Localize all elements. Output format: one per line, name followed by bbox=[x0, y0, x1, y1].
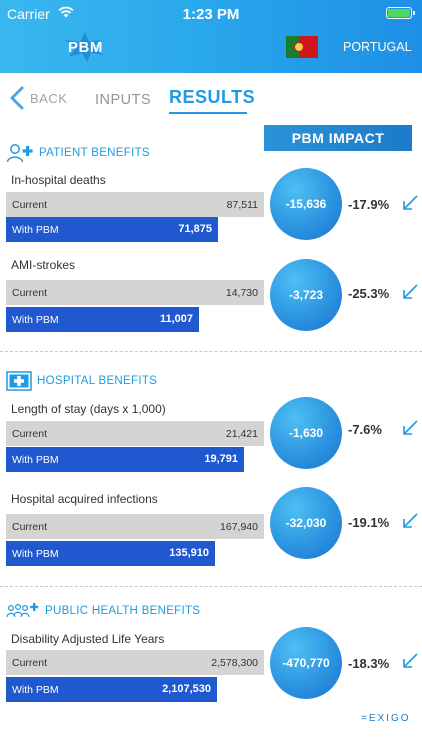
pbm-label: With PBM bbox=[12, 224, 59, 236]
section-divider bbox=[0, 351, 422, 352]
trend-down-arrow-icon bbox=[403, 513, 418, 528]
metric-label: Length of stay (days x 1,000) bbox=[11, 402, 166, 416]
metric-label: Disability Adjusted Life Years bbox=[11, 632, 165, 646]
tab-results[interactable]: RESULTS bbox=[169, 87, 256, 107]
pbm-value: 19,791 bbox=[204, 453, 238, 465]
logo-text: PBM bbox=[68, 39, 103, 56]
pbm-impact-header: PBM IMPACT bbox=[264, 125, 412, 151]
current-label: Current bbox=[12, 428, 48, 440]
trend-down-arrow-icon bbox=[403, 420, 418, 435]
app-header: Carrier 1:23 PM PBM PORTUGAL bbox=[0, 0, 422, 73]
section-divider bbox=[0, 586, 422, 587]
impact-percent: -19.1% bbox=[348, 515, 390, 530]
back-button[interactable]: BACK bbox=[10, 85, 67, 111]
pbm-value: 11,007 bbox=[159, 313, 193, 325]
active-tab-indicator bbox=[169, 112, 247, 114]
pbm-bar: With PBM 71,875 bbox=[6, 217, 218, 242]
hospital-benefits-header: HOSPITAL BENEFITS bbox=[6, 371, 157, 391]
current-bar: Current 167,940 bbox=[6, 514, 264, 539]
pbm-value: 2,107,530 bbox=[162, 683, 211, 695]
trend-down-arrow-icon bbox=[403, 195, 418, 210]
tab-inputs[interactable]: INPUTS bbox=[95, 92, 152, 108]
hospital-cross-icon bbox=[6, 371, 32, 391]
metric-label: In-hospital deaths bbox=[11, 173, 106, 187]
section-title: PUBLIC HEALTH BENEFITS bbox=[45, 605, 201, 617]
impact-circle: -470,770 bbox=[270, 627, 342, 699]
impact-percent: -7.6% bbox=[348, 422, 382, 437]
chevron-left-icon bbox=[10, 86, 24, 110]
patient-icon bbox=[6, 144, 33, 163]
current-bar: Current 2,578,300 bbox=[6, 650, 264, 675]
status-bar: Carrier 1:23 PM bbox=[0, 4, 422, 23]
exigo-logo: =EXIGO bbox=[361, 713, 411, 724]
wifi-icon bbox=[58, 6, 74, 18]
current-bar: Current 87,511 bbox=[6, 192, 264, 217]
impact-circle: -32,030 bbox=[270, 487, 342, 559]
current-label: Current bbox=[12, 521, 48, 533]
pbm-bar: With PBM 135,910 bbox=[6, 541, 215, 566]
current-bar: Current 14,730 bbox=[6, 280, 264, 305]
nav-bar: BACK INPUTS RESULTS bbox=[0, 73, 422, 123]
impact-percent: -25.3% bbox=[348, 286, 390, 301]
battery-icon bbox=[386, 7, 415, 19]
current-value: 167,940 bbox=[220, 521, 258, 533]
pbm-bar: With PBM 2,107,530 bbox=[6, 677, 217, 702]
pbm-label: With PBM bbox=[12, 454, 59, 466]
impact-percent: -18.3% bbox=[348, 656, 390, 671]
trend-down-arrow-icon bbox=[403, 284, 418, 299]
pbm-label: With PBM bbox=[12, 684, 59, 696]
pbm-label: With PBM bbox=[12, 314, 59, 326]
impact-percent: -17.9% bbox=[348, 197, 390, 212]
pbm-value: 71,875 bbox=[178, 223, 212, 235]
current-value: 21,421 bbox=[225, 428, 258, 440]
clock: 1:23 PM bbox=[182, 6, 240, 23]
section-title: HOSPITAL BENEFITS bbox=[37, 375, 158, 387]
back-label: BACK bbox=[30, 90, 68, 106]
trend-down-arrow-icon bbox=[403, 653, 418, 668]
current-label: Current bbox=[12, 287, 48, 299]
current-value: 14,730 bbox=[225, 287, 258, 299]
public-health-benefits-header: PUBLIC HEALTH BENEFITS bbox=[6, 602, 200, 620]
current-label: Current bbox=[12, 199, 48, 211]
patient-benefits-header: PATIENT BENEFITS bbox=[6, 143, 150, 163]
pbm-label: With PBM bbox=[12, 548, 59, 560]
current-bar: Current 21,421 bbox=[6, 421, 264, 446]
public-health-icon bbox=[6, 603, 39, 618]
pbm-value: 135,910 bbox=[169, 547, 209, 559]
impact-circle: -15,636 bbox=[270, 168, 342, 240]
impact-circle: -1,630 bbox=[270, 397, 342, 469]
pbm-bar: With PBM 11,007 bbox=[6, 307, 199, 332]
current-label: Current bbox=[12, 657, 48, 669]
carrier-label: Carrier bbox=[7, 6, 50, 22]
pbm-bar: With PBM 19,791 bbox=[6, 447, 244, 472]
impact-circle: -3,723 bbox=[270, 259, 342, 331]
portugal-flag-icon[interactable] bbox=[286, 36, 318, 58]
current-value: 87,511 bbox=[226, 199, 258, 211]
pbm-logo: PBM bbox=[60, 31, 110, 63]
metric-label: AMI-strokes bbox=[11, 258, 76, 272]
current-value: 2,578,300 bbox=[211, 657, 258, 669]
metric-label: Hospital acquired infections bbox=[11, 492, 158, 506]
country-selector[interactable]: PORTUGAL bbox=[343, 40, 412, 54]
section-title: PATIENT BENEFITS bbox=[39, 147, 150, 159]
